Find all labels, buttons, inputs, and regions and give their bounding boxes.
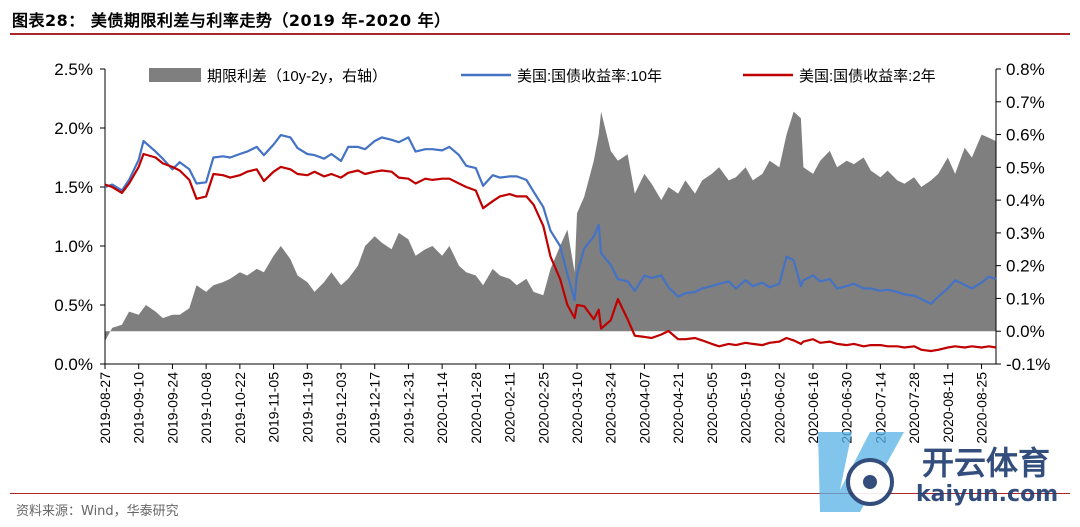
left-tick-label: 1.0% — [54, 237, 93, 256]
bottom-rule — [10, 493, 1070, 494]
watermark-url: kaiyun.com — [916, 482, 1059, 507]
right-tick-label: 0.4% — [1006, 191, 1045, 210]
x-tick-label: 2020-01-28 — [468, 372, 484, 444]
watermark-brand: 开云体育 — [922, 444, 1051, 482]
tick-label-layer: 0.0% 0.5% 1.0% 1.5% 2.0% 2.5% -0.1% 0.0% 0.1% 0.2… — [54, 60, 1050, 444]
legend-swatch-spread — [149, 68, 201, 82]
right-tick-label: 0.2% — [1006, 257, 1045, 276]
title-rule — [10, 33, 1070, 35]
x-tick-label: 2020-08-25 — [974, 372, 990, 444]
right-tick-label: 0.6% — [1006, 126, 1045, 145]
legend-label-ten-year: 美国:国债收益率:10年 — [517, 68, 662, 85]
spread-area-layer — [105, 111, 996, 342]
left-tick-label: 0.5% — [54, 296, 93, 315]
x-tick-label: 2020-06-30 — [839, 372, 855, 444]
left-tick-label: 1.5% — [54, 178, 93, 197]
ten-year-yield-line — [104, 134, 997, 305]
x-tick-label: 2020-04-21 — [670, 372, 686, 444]
right-tick-label: 0.7% — [1006, 93, 1045, 112]
legend-label-two-year: 美国:国债收益率:2年 — [799, 68, 936, 85]
right-tick-label: 0.5% — [1006, 158, 1045, 177]
x-tick-label: 2020-01-14 — [434, 372, 450, 444]
x-tick-label: 2019-12-17 — [367, 372, 383, 444]
x-tick-label: 2019-11-19 — [299, 372, 315, 443]
x-tick-label: 2020-03-10 — [569, 372, 585, 444]
right-tick-label: 0.1% — [1006, 289, 1045, 308]
yield-lines-layer — [104, 134, 997, 353]
x-tick-label: 2019-09-10 — [131, 372, 147, 444]
x-tick-label: 2020-04-07 — [636, 372, 652, 444]
x-tick-label: 2019-09-24 — [164, 372, 180, 444]
spread-area — [105, 111, 996, 342]
x-tick-label: 2019-12-03 — [333, 372, 349, 444]
x-tick-label: 2019-10-22 — [232, 372, 248, 444]
figure-title: 图表28： 美债期限利差与利率走势（2019 年-2020 年） — [12, 11, 451, 30]
watermark: 开云体育 kaiyun.com — [800, 420, 1070, 520]
x-tick-label: 2020-02-11 — [502, 372, 518, 443]
x-tick-label: 2020-08-11 — [940, 372, 956, 443]
legend-label-spread: 期限利差（10y-2y，右轴） — [207, 68, 387, 85]
x-tick-label: 2020-05-05 — [704, 372, 720, 444]
x-tick-label: 2019-12-31 — [400, 372, 416, 444]
watermark-logo-icon — [818, 432, 904, 512]
left-tick-label: 2.0% — [54, 119, 93, 138]
x-tick-label: 2020-06-16 — [805, 372, 821, 444]
x-tick-label: 2020-03-24 — [603, 372, 619, 444]
x-tick-label: 2019-10-08 — [198, 372, 214, 444]
two-year-yield-line — [104, 152, 997, 353]
x-tick-label: 2020-05-19 — [738, 372, 754, 444]
right-tick-label: -0.1% — [1006, 355, 1050, 374]
x-tick-label: 2020-07-14 — [872, 372, 888, 444]
right-tick-label: 0.3% — [1006, 224, 1045, 243]
legend: 期限利差（10y-2y，右轴） 美国:国债收益率:10年 美国:国债收益率:2年 — [149, 68, 936, 85]
source-note: 资料来源：Wind，华泰研究 — [16, 504, 179, 519]
x-tick-label: 2019-08-27 — [97, 372, 113, 444]
x-tick-label: 2019-11-05 — [266, 372, 282, 443]
x-tick-label: 2020-06-02 — [771, 372, 787, 444]
x-tick-label: 2020-07-28 — [906, 372, 922, 444]
right-tick-label: 0.8% — [1006, 60, 1045, 79]
left-tick-label: 0.0% — [54, 355, 93, 374]
x-tick-label: 2020-02-25 — [535, 372, 551, 444]
axis-layer — [100, 68, 1001, 369]
right-tick-label: 0.0% — [1006, 322, 1045, 341]
left-tick-label: 2.5% — [54, 60, 93, 79]
